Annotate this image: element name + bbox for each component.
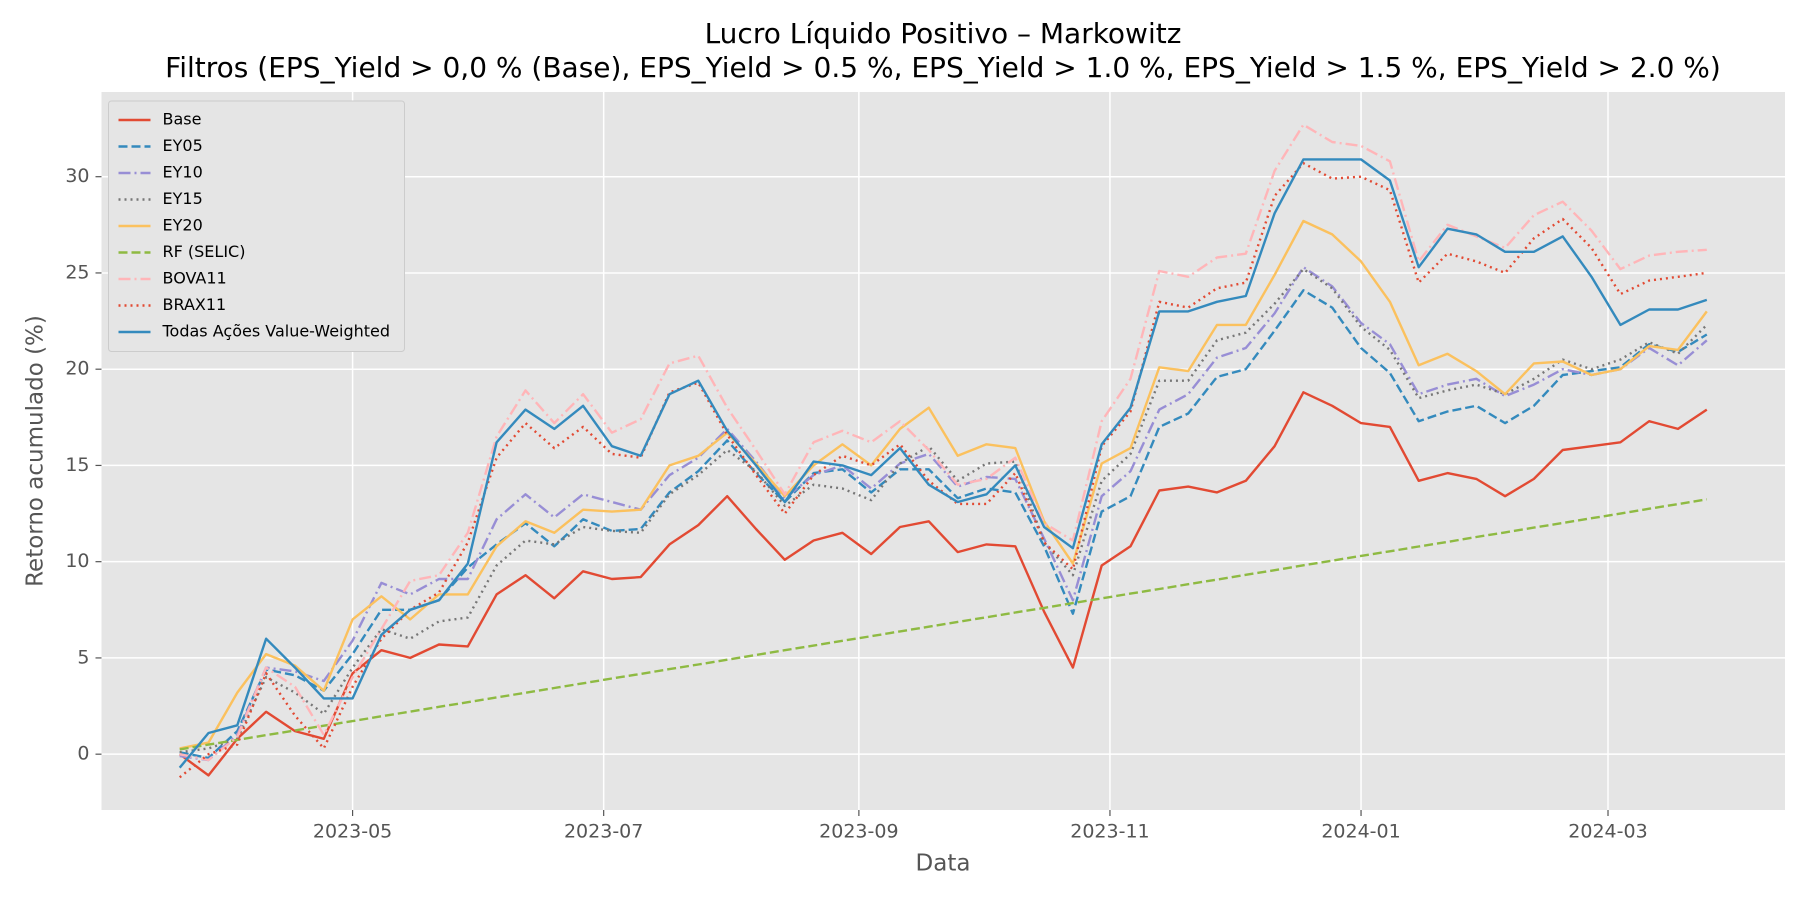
- legend-label: Base: [163, 110, 202, 129]
- chart-title: Lucro Líquido Positivo – Markowitz: [705, 17, 1182, 50]
- legend-label: RF (SELIC): [163, 242, 246, 261]
- legend: Base EY05 EY10 EY15 EY20 RF (SELIC) BOVA11 BRAX…: [108, 100, 405, 352]
- legend-label: BOVA11: [163, 269, 227, 288]
- legend-label: BRAX11: [163, 295, 227, 314]
- y-tick-label: 0: [77, 743, 89, 765]
- y-tick-label: 20: [65, 358, 89, 380]
- y-tick-label: 15: [65, 454, 89, 476]
- y-tick-label: 25: [65, 261, 89, 283]
- x-tick-label: 2023-05: [313, 821, 392, 843]
- legend-label: EY20: [163, 216, 203, 235]
- series-line: [178, 391, 1708, 777]
- legend-label: EY10: [163, 163, 203, 182]
- legend-box: [108, 100, 405, 352]
- y-tick-label: 5: [77, 646, 89, 668]
- series-line: [179, 123, 1707, 762]
- legend-label: EY05: [163, 136, 203, 155]
- x-tick-label: 2024-03: [1568, 821, 1647, 843]
- series-line: [179, 498, 1707, 751]
- legend-label: Todas Ações Value-Weighted: [162, 322, 391, 341]
- y-tick-label: 10: [65, 550, 89, 572]
- x-tick-label: 2023-07: [564, 821, 643, 843]
- y-tick-label: 30: [65, 165, 89, 187]
- x-tick-label: 2023-11: [1070, 821, 1149, 843]
- y-axis-label: Retorno acumulado (%): [23, 315, 49, 587]
- chart-subtitle: Filtros (EPS_Yield > 0,0 % (Base), EPS_Y…: [165, 51, 1721, 84]
- series-line: [179, 219, 1708, 750]
- x-axis-label: Data: [916, 851, 971, 877]
- series-line: [178, 158, 1708, 769]
- x-tick-label: 2023-09: [819, 821, 898, 843]
- legend-label: EY15: [163, 189, 203, 208]
- x-tick-label: 2024-01: [1321, 821, 1400, 843]
- series-line: [179, 266, 1708, 762]
